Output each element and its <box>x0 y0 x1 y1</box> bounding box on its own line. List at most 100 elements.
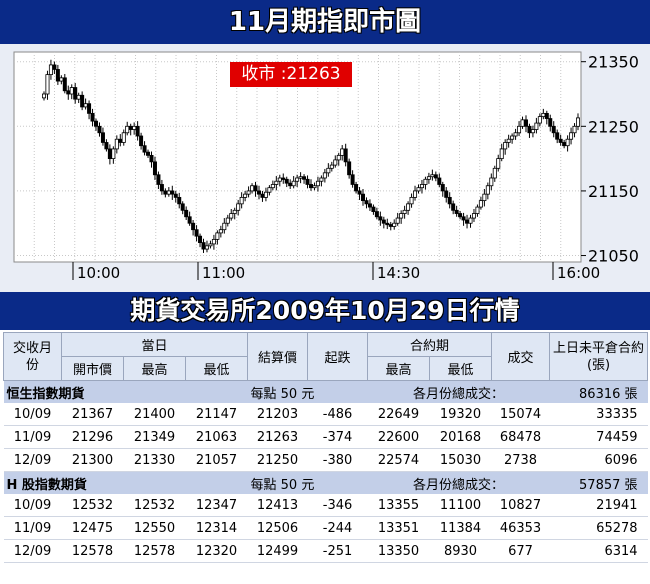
cell-settle: 21250 <box>247 448 308 472</box>
table-body: 交收月份 當日 結算價 起跌 合約期 成交 上日未平倉合約(張) 開市價 最高 … <box>3 332 649 563</box>
cell-open: 21367 <box>61 403 124 426</box>
candle-body <box>496 158 501 169</box>
section-title: 期貨交易所2009年10月29日行情 <box>130 296 520 325</box>
candle-body <box>482 193 487 202</box>
cell-low: 21147 <box>185 403 248 426</box>
candle-body <box>42 93 47 99</box>
candle-body <box>371 206 376 212</box>
candle-body <box>492 167 497 179</box>
candle-body <box>100 132 105 143</box>
cell-low: 21063 <box>185 425 248 449</box>
candle-body <box>198 235 203 244</box>
candle-body <box>159 184 164 192</box>
candle-body <box>156 174 161 185</box>
candle-body <box>447 196 452 205</box>
candle-body <box>471 213 476 219</box>
candle-body <box>364 200 369 205</box>
candle-body <box>256 190 261 195</box>
candle-body <box>478 200 483 208</box>
candle-body <box>149 154 154 163</box>
section-row: H 股指數期貨 每點 50 元各月份總成交： 57857 張 <box>3 471 648 494</box>
cell-c-high: 13351 <box>367 516 430 540</box>
section-title-banner: 期貨交易所2009年10月29日行情 <box>0 292 650 330</box>
candle-body <box>333 159 338 166</box>
table-row: 10/09 21367 21400 21147 21203 -486 22649 19320 1… <box>3 403 648 426</box>
candle-body <box>544 112 549 119</box>
cell-volume: 10827 <box>491 494 550 517</box>
candle-body <box>430 174 435 178</box>
candle-body <box>218 229 223 234</box>
candle-body <box>284 178 289 184</box>
candle-body <box>83 103 88 108</box>
cell-volume: 15074 <box>491 403 550 426</box>
candle-body <box>378 216 383 221</box>
candle-body <box>128 125 133 130</box>
candle-body <box>187 216 192 224</box>
candle-body <box>135 125 140 137</box>
cell-high: 21400 <box>123 403 186 426</box>
candle-body <box>468 217 473 224</box>
y-tick-label: 21250 <box>588 117 639 136</box>
cell-oi: 74459 <box>549 425 648 449</box>
header-volume: 成交 <box>491 332 551 381</box>
cell-open: 21300 <box>61 448 124 472</box>
header-contract-low: 最低 <box>429 356 493 381</box>
cell-volume: 68478 <box>491 425 550 449</box>
candle-body <box>461 216 466 221</box>
candle-body <box>527 125 532 134</box>
candle-body <box>260 193 265 198</box>
cell-settle: 12413 <box>247 494 308 517</box>
candle-body <box>76 94 81 100</box>
table-row: 12/09 12578 12578 12320 12499 -251 13350 8930 67… <box>3 539 648 563</box>
y-tick-label: 21350 <box>588 53 639 72</box>
candle-body <box>392 222 397 227</box>
header-open: 開市價 <box>61 356 124 381</box>
candle-body <box>295 177 300 182</box>
candle-body <box>319 177 324 182</box>
cell-c-high: 13355 <box>367 494 430 517</box>
candle-body <box>354 184 359 192</box>
candle-body <box>211 238 216 245</box>
candle-body <box>357 190 362 195</box>
candle-body <box>146 151 151 156</box>
candle-body <box>97 125 102 134</box>
candle-body <box>465 219 470 224</box>
candle-body <box>173 193 178 198</box>
header-high: 最高 <box>123 356 186 381</box>
candle-body <box>288 182 293 187</box>
cell-high: 21349 <box>123 425 186 449</box>
candle-body <box>239 196 244 205</box>
candle-body <box>132 125 137 130</box>
cell-change: -380 <box>307 448 368 472</box>
cell-c-low: 20168 <box>429 425 492 449</box>
candle-body <box>315 180 320 187</box>
section-row: 恒生指數期貨 每點 50 元各月份總成交： 86316 張 <box>3 380 648 403</box>
candle-body <box>59 77 64 82</box>
candle-body <box>451 203 456 211</box>
table-row: 11/09 12475 12550 12314 12506 -244 13351 11384 4… <box>3 516 648 540</box>
candle-body <box>419 184 424 189</box>
cell-settle: 21263 <box>247 425 308 449</box>
candle-body <box>454 209 459 214</box>
candle-body <box>361 193 366 202</box>
cell-settle: 21203 <box>247 403 308 426</box>
candle-body <box>395 217 400 224</box>
section-total-label: 各月份總成交： <box>367 471 550 494</box>
cell-open: 12475 <box>61 516 124 540</box>
candle-body <box>510 135 515 140</box>
cell-oi: 33335 <box>549 403 648 426</box>
x-tick-label: 10:00 <box>77 264 120 282</box>
cell-change: -486 <box>307 403 368 426</box>
candle-body <box>208 243 213 247</box>
cell-high: 12532 <box>123 494 186 517</box>
chart-title: 11月期指即市圖 <box>228 7 422 37</box>
candle-body <box>534 122 539 130</box>
candle-body <box>312 185 317 189</box>
candle-body <box>409 196 414 205</box>
cell-month: 12/09 <box>3 539 62 563</box>
candle-body <box>66 90 71 95</box>
candle-body <box>298 176 303 179</box>
candle-body <box>475 206 480 214</box>
section-point-value: 每點 50 元 <box>247 380 368 403</box>
candle-body <box>263 191 268 198</box>
